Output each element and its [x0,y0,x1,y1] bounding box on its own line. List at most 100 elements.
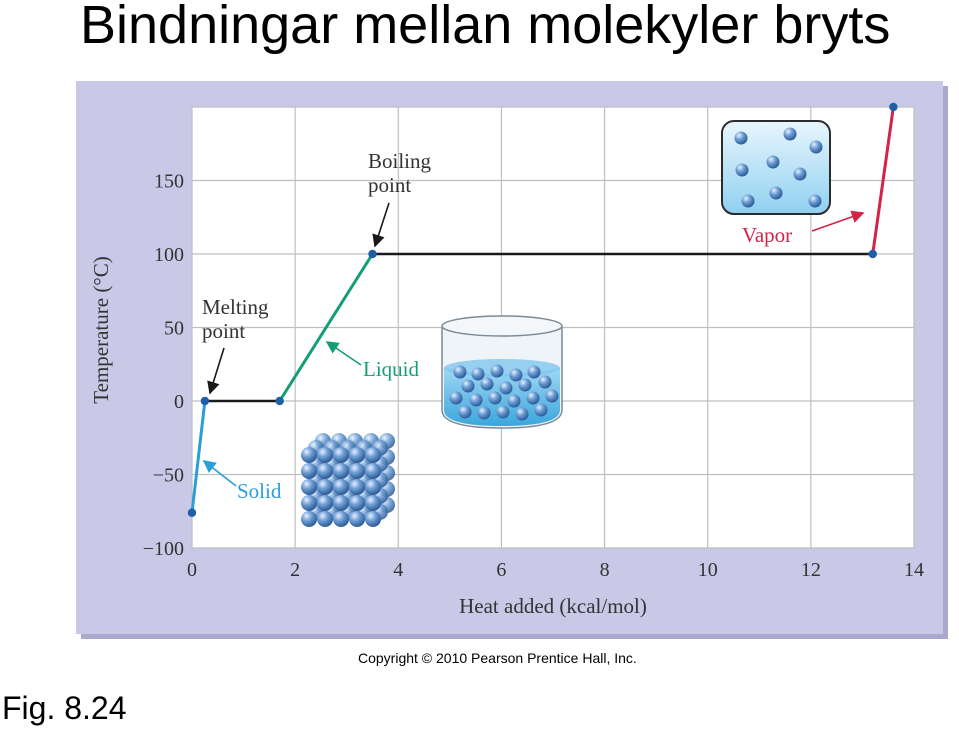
liquid-sphere [480,377,494,391]
solid-sphere [349,495,365,511]
liquid-sphere [469,393,483,407]
liquid-sphere [507,394,521,408]
y-tick-labels: −100 −50 0 50 100 150 [143,171,184,561]
solid-sphere [317,463,333,479]
x-tick-label: 8 [600,559,610,581]
vapor-box-illustration [721,120,831,215]
vapor-annotation: Vapor [742,210,865,247]
liquid-sphere [490,364,504,378]
liquid-sphere [461,379,475,393]
liquid-sphere [545,389,559,403]
solid-sphere [349,511,365,527]
liquid-annotation: Liquid [325,341,419,381]
liquid-sphere [534,403,548,417]
solid-sphere [301,479,317,495]
slide-title: Bindningar mellan molekyler bryts [80,0,891,55]
liquid-beaker-illustration [441,315,563,429]
solid-sphere [317,447,333,463]
vapor-sphere [769,186,783,200]
vapor-sphere [735,163,749,177]
solid-sphere [301,447,317,463]
solid-sphere [333,479,349,495]
liquid-sphere [509,368,523,382]
solid-sphere [333,495,349,511]
curve-point [187,508,197,517]
heating-curve [190,106,895,513]
boiling-point-annotation: Boiling point [368,149,432,248]
vapor-sphere [741,194,755,208]
liquid-sphere [458,405,472,419]
y-tick-label: 50 [164,318,184,340]
solid-sphere [317,511,333,527]
liquid-sphere [453,365,467,379]
curve-point [275,396,284,406]
curve-segment-liquid [278,253,374,402]
x-tick-label: 10 [698,559,718,581]
solid-sphere [333,463,349,479]
solid-sphere [301,511,317,527]
copyright-notice: Copyright © 2010 Pearson Prentice Hall, … [358,650,637,666]
solid-sphere [333,447,349,463]
x-tick-label: 2 [290,559,300,581]
y-tick-label: −50 [153,465,184,487]
liquid-sphere [538,375,552,389]
curve-point [368,249,377,259]
vapor-sphere [766,155,780,169]
solid-sphere [349,447,365,463]
solid-sphere [365,479,381,495]
solid-sphere [365,495,381,511]
solid-annotation: Solid [202,460,282,503]
curve-segment-solid [190,400,207,513]
x-tick-label: 4 [393,559,403,581]
curve-segment-vapor [871,106,895,255]
liquid-sphere [518,378,532,392]
curve-point [200,396,210,406]
solid-sphere [349,479,365,495]
solid-sphere [349,463,365,479]
liquid-sphere [488,391,502,405]
solid-sphere [317,495,333,511]
liquid-sphere [527,365,541,379]
boiling-point-arrow [372,202,390,248]
x-tick-label: 12 [801,559,821,581]
solid-sphere [317,479,333,495]
liquid-sphere [471,367,485,381]
liquid-sphere [496,405,510,419]
y-tick-label: −100 [143,538,184,560]
vapor-sphere [809,140,823,154]
y-tick-label: 150 [154,171,184,193]
y-tick-label: 100 [154,244,184,266]
x-tick-label: 6 [496,559,506,581]
vapor-label: Vapor [742,223,792,247]
solid-arrow [202,460,237,487]
y-axis-label: Temperature (°C) [89,256,113,403]
solid-sphere [365,447,381,463]
solid-label: Solid [237,479,282,503]
liquid-sphere [526,391,540,405]
melting-point-label-2: point [202,319,245,343]
x-tick-label: 14 [904,559,924,581]
boiling-point-label-1: Boiling [368,149,432,173]
y-tick-label: 0 [174,391,184,413]
x-axis-label: Heat added (kcal/mol) [459,594,647,618]
x-tick-label: 0 [187,559,197,581]
vapor-sphere [793,167,807,181]
curve-points [187,102,898,517]
vapor-sphere [783,127,797,141]
liquid-sphere [515,407,529,421]
solid-lattice-illustration [301,433,395,527]
melting-point-annotation: Melting point [202,295,269,395]
curve-point [889,102,898,112]
liquid-sphere [477,406,491,420]
vapor-sphere [734,131,748,145]
liquid-sphere [499,381,513,395]
liquid-arrow [325,341,362,366]
vapor-sphere [808,194,822,208]
solid-sphere [365,463,381,479]
solid-sphere [301,495,317,511]
melting-point-label-1: Melting [202,295,269,319]
figure-label: Fig. 8.24 [2,690,127,726]
boiling-point-label-2: point [368,173,411,197]
vapor-arrow [811,210,865,232]
